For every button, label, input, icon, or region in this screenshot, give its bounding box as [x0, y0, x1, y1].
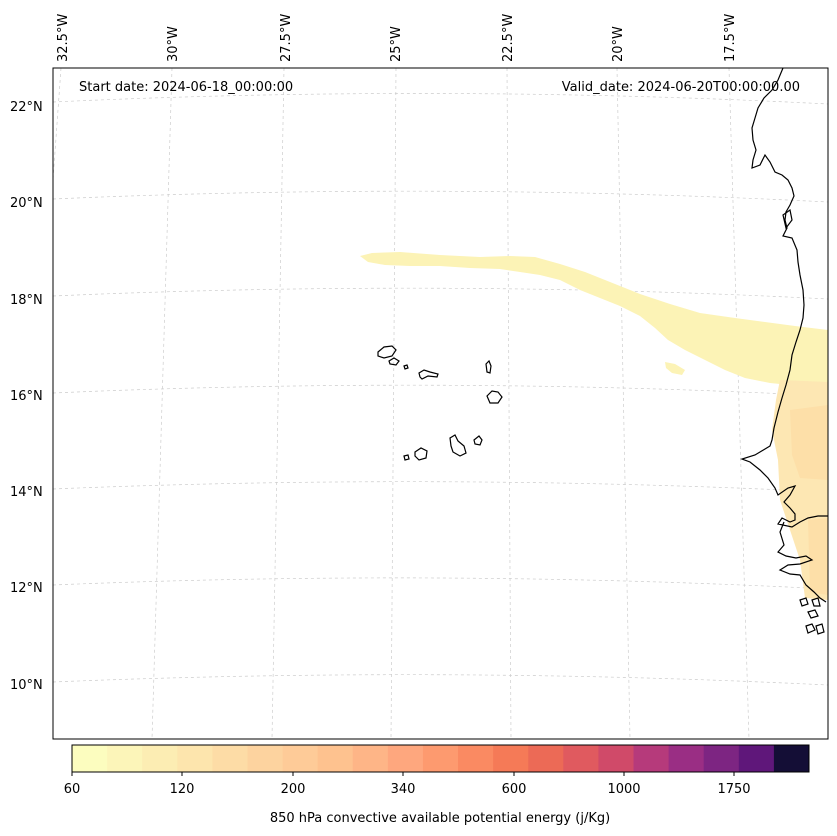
- cape-field: [360, 252, 828, 600]
- map-area: [53, 68, 828, 739]
- lat-label-20n: 20°N: [10, 196, 43, 211]
- colorbar-segment: [563, 745, 599, 772]
- lat-label-22n: 22°N: [10, 100, 43, 115]
- colorbar-segment: [212, 745, 248, 772]
- bijagos-isles: [799, 597, 825, 635]
- island-fogo: [414, 447, 428, 461]
- colorbar-tick-1750: 1750: [717, 782, 750, 797]
- start-date-label: Start date: 2024-06-18_00:00:00: [79, 80, 293, 95]
- mauritania-inlet: [782, 208, 793, 230]
- cape-verde-islands: [377, 345, 503, 461]
- colorbar-tick-labels: 60 120 200 340 600 1000 1750: [64, 782, 751, 797]
- colorbar: [72, 745, 810, 772]
- island-sao-nicolau: [418, 369, 439, 380]
- lat-label-10n: 10°N: [10, 678, 43, 693]
- island-brava: [403, 454, 410, 461]
- island-boa-vista: [486, 390, 503, 404]
- lon-label-25w: 25°W: [389, 26, 404, 62]
- colorbar-segment: [387, 745, 424, 772]
- africa-coast-south: [777, 521, 827, 603]
- lat-label-14n: 14°N: [10, 485, 43, 500]
- latitude-gridlines: [53, 93, 828, 686]
- cape-band-north: [360, 252, 828, 388]
- colorbar-tick-60: 60: [64, 782, 81, 797]
- lon-label-27-5w: 27.5°W: [279, 14, 294, 62]
- lon-label-30w: 30°W: [166, 26, 181, 62]
- colorbar-segment: [352, 745, 389, 772]
- colorbar-segment: [598, 745, 635, 772]
- colorbar-tick-1000: 1000: [607, 782, 640, 797]
- valid-date-label: Valid_date: 2024-06-20T00:00:00.00: [562, 80, 800, 95]
- colorbar-tick-340: 340: [391, 782, 416, 797]
- colorbar-segment: [633, 745, 670, 772]
- map-frame: [52, 67, 829, 740]
- colorbar-segment: [528, 745, 564, 772]
- colorbar-frame: [71, 744, 810, 773]
- island-sao-vicente: [388, 357, 400, 366]
- cape-blob-small: [665, 362, 685, 375]
- colorbar-title: 850 hPa convective available potential e…: [270, 811, 610, 826]
- island-maio: [473, 435, 483, 446]
- island-santo-antao: [377, 345, 397, 359]
- colorbar-segment: [177, 745, 213, 772]
- colorbar-segment: [738, 745, 775, 772]
- colorbar-ticks: [71, 772, 735, 776]
- colorbar-segment: [773, 745, 810, 772]
- lat-label-12n: 12°N: [10, 581, 43, 596]
- lon-label-20w: 20°W: [611, 26, 626, 62]
- latitude-labels: 22°N 20°N 18°N 16°N 14°N 12°N 10°N: [10, 100, 43, 693]
- colorbar-tick-600: 600: [502, 782, 527, 797]
- lat-label-16n: 16°N: [10, 389, 43, 404]
- colorbar-segment: [72, 745, 108, 772]
- island-sal: [485, 359, 492, 374]
- longitude-labels: 32.5°W 30°W 27.5°W 25°W 22.5°W 20°W 17.5…: [56, 14, 738, 62]
- longitude-gridlines: [53, 68, 750, 739]
- colorbar-tick-120: 120: [170, 782, 195, 797]
- island-santa-luzia: [403, 364, 409, 370]
- colorbar-segment: [282, 745, 319, 772]
- colorbar-segment: [317, 745, 354, 772]
- lon-label-17-5w: 17.5°W: [723, 14, 738, 62]
- lon-label-32-5w: 32.5°W: [56, 14, 71, 62]
- cape-coast-lower: [808, 518, 828, 595]
- island-santiago: [449, 434, 467, 457]
- coastline: [740, 68, 828, 635]
- colorbar-segment: [247, 745, 284, 772]
- colorbar-segment: [107, 745, 143, 772]
- africa-coast: [740, 68, 828, 528]
- colorbar-segment: [703, 745, 740, 772]
- lon-label-22-5w: 22.5°W: [501, 14, 516, 62]
- colorbar-segment: [493, 745, 529, 772]
- colorbar-segment: [668, 745, 705, 772]
- colorbar-segment: [458, 745, 494, 772]
- lat-label-18n: 18°N: [10, 293, 43, 308]
- colorbar-tick-200: 200: [281, 782, 306, 797]
- colorbar-segment: [142, 745, 178, 772]
- cape-coast-core: [790, 405, 828, 480]
- colorbar-segment: [422, 745, 459, 772]
